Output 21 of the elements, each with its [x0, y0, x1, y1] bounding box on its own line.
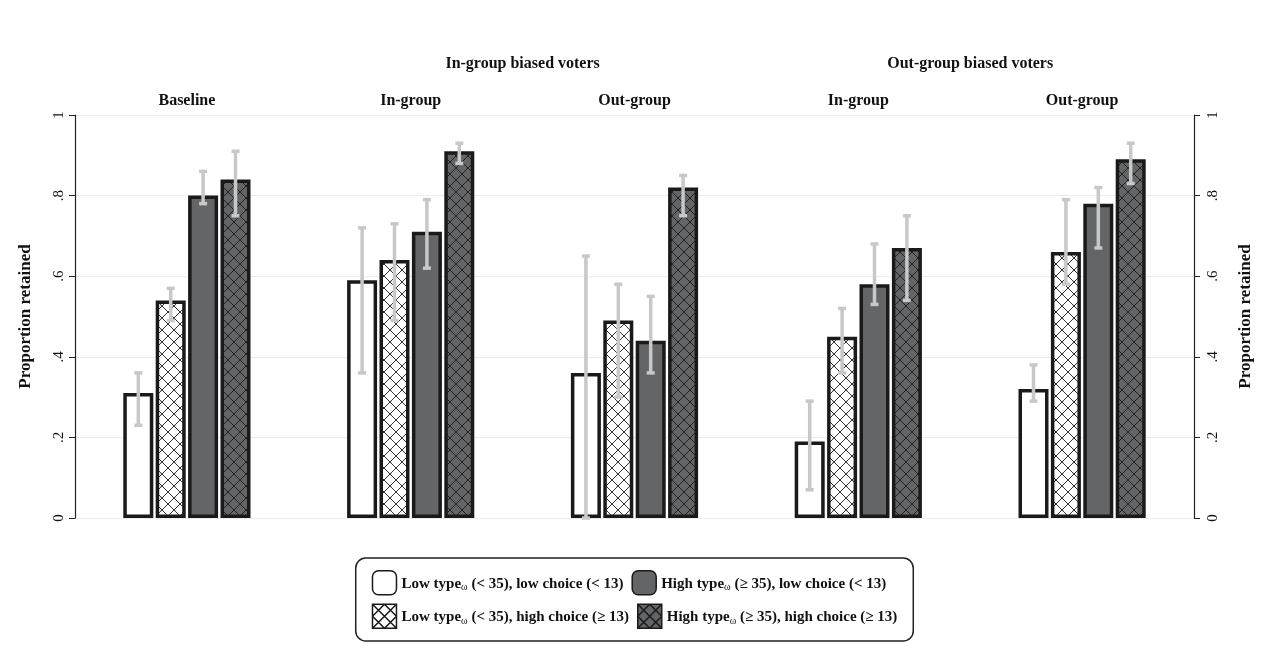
y2-tick-label: .2: [1203, 431, 1220, 444]
y2-axis-title: Proportion retained: [1235, 243, 1254, 389]
text: Out-group biased voters: [887, 53, 1054, 72]
y-axis-title: Proportion retained: [15, 243, 34, 389]
y-tick-label: .4: [49, 350, 66, 363]
y2-tick-label: .8: [1203, 189, 1220, 202]
y-tick-label: 0: [49, 514, 66, 522]
y-tick-label: 1: [49, 111, 66, 119]
y2-tick-label: 1: [1203, 111, 1220, 119]
x-tick-label: In-group: [380, 90, 442, 109]
x-tick-label: Out-group: [1045, 90, 1119, 109]
y2-tick-label: .4: [1203, 350, 1220, 363]
text: In-group biased voters: [445, 53, 600, 72]
y-tick-label: .6: [49, 270, 66, 282]
y-tick-label: .2: [49, 431, 66, 444]
x-tick-label: In-group: [827, 90, 889, 109]
y2-tick-label: .6: [1203, 270, 1220, 282]
y-tick-label: .8: [49, 189, 66, 202]
x-tick-label: Out-group: [598, 90, 671, 109]
y2-tick-label: 0: [1203, 514, 1220, 522]
x-tick-label: Baseline: [158, 90, 216, 108]
